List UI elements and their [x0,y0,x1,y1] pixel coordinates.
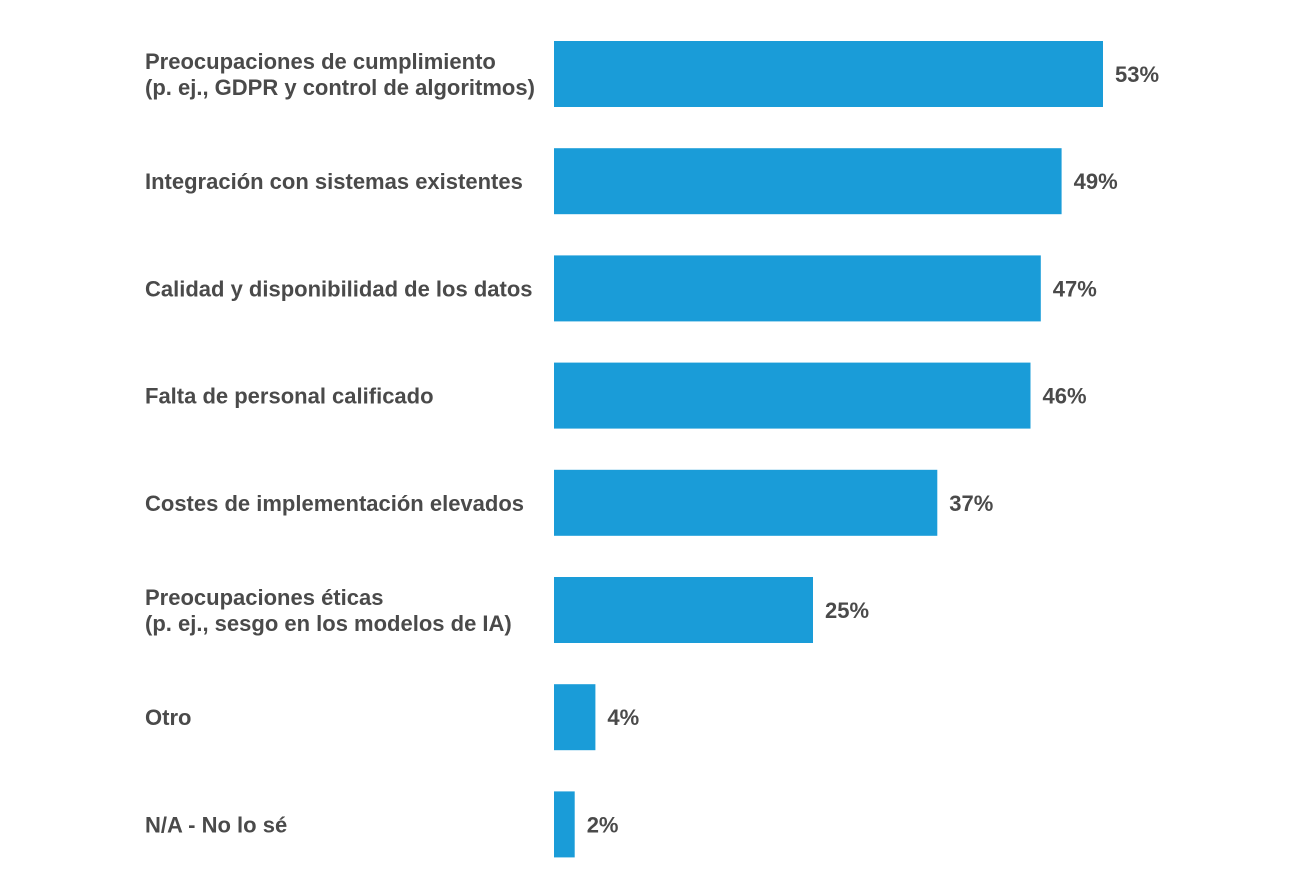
value-label-2: 47% [1053,276,1097,301]
category-label-4: Costes de implementación elevados [145,491,524,516]
category-label-0-line-1: (p. ej., GDPR y control de algoritmos) [145,75,535,100]
bar-5 [554,577,813,643]
value-label-6: 4% [607,705,639,730]
category-labels-group: Preocupaciones de cumplimiento(p. ej., G… [145,49,535,837]
bar-2 [554,255,1041,322]
bars-group [554,41,1103,858]
value-label-5: 25% [825,598,869,623]
category-label-5-line-0: Preocupaciones éticas [145,585,383,610]
value-label-7: 2% [587,812,619,837]
bar-4 [554,469,938,536]
bar-7 [554,791,575,858]
bar-3 [554,362,1031,429]
bar-6 [554,684,596,751]
bar-0 [554,41,1103,107]
category-label-3: Falta de personal calificado [145,384,434,409]
value-label-3: 46% [1043,384,1087,409]
value-label-1: 49% [1074,169,1118,194]
category-label-1: Integración con sistemas existentes [145,169,523,194]
category-label-5-line-1: (p. ej., sesgo en los modelos de IA) [145,611,512,636]
value-label-4: 37% [949,491,993,516]
category-label-0-line-0: Preocupaciones de cumplimiento [145,49,496,74]
category-label-7: N/A - No lo sé [145,812,287,837]
category-label-6: Otro [145,705,191,730]
value-labels-group: 53% 49% 47% 46% 37% 25% 4% 2% [587,62,1159,837]
bar-1 [554,148,1062,215]
value-label-0: 53% [1115,62,1159,87]
category-label-2: Calidad y disponibilidad de los datos [145,276,533,301]
